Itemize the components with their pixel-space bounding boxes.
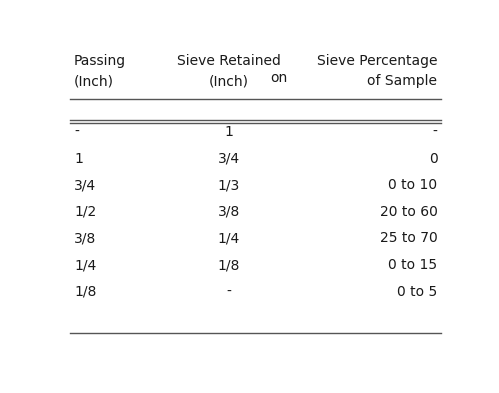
Text: 1: 1 (74, 152, 83, 165)
Text: 0 to 15: 0 to 15 (388, 258, 438, 272)
Text: 1: 1 (224, 125, 233, 139)
Text: 3/4: 3/4 (74, 178, 96, 192)
Text: 3/4: 3/4 (218, 152, 240, 165)
Text: 1/4: 1/4 (74, 258, 96, 272)
Text: 3/8: 3/8 (218, 205, 240, 219)
Text: 25 to 70: 25 to 70 (380, 231, 438, 245)
Text: (Inch): (Inch) (209, 74, 249, 88)
Text: -: - (226, 285, 231, 299)
Text: (Inch): (Inch) (74, 74, 114, 88)
Text: 20 to 60: 20 to 60 (380, 205, 438, 219)
Text: 1/8: 1/8 (74, 285, 96, 299)
Text: 1/3: 1/3 (218, 178, 240, 192)
Text: 0 to 10: 0 to 10 (388, 178, 438, 192)
Text: -: - (433, 125, 438, 139)
Text: on: on (270, 71, 287, 85)
Text: 1/4: 1/4 (218, 231, 240, 245)
Text: 0 to 5: 0 to 5 (397, 285, 438, 299)
Text: 0: 0 (429, 152, 438, 165)
Text: -: - (74, 125, 79, 139)
Text: Sieve Percentage: Sieve Percentage (317, 54, 438, 68)
Text: 1/2: 1/2 (74, 205, 96, 219)
Text: Sieve Retained: Sieve Retained (177, 54, 280, 68)
Text: of Sample: of Sample (367, 74, 438, 88)
Text: 3/8: 3/8 (74, 231, 96, 245)
Text: 1/8: 1/8 (218, 258, 240, 272)
Text: Passing: Passing (74, 54, 126, 68)
